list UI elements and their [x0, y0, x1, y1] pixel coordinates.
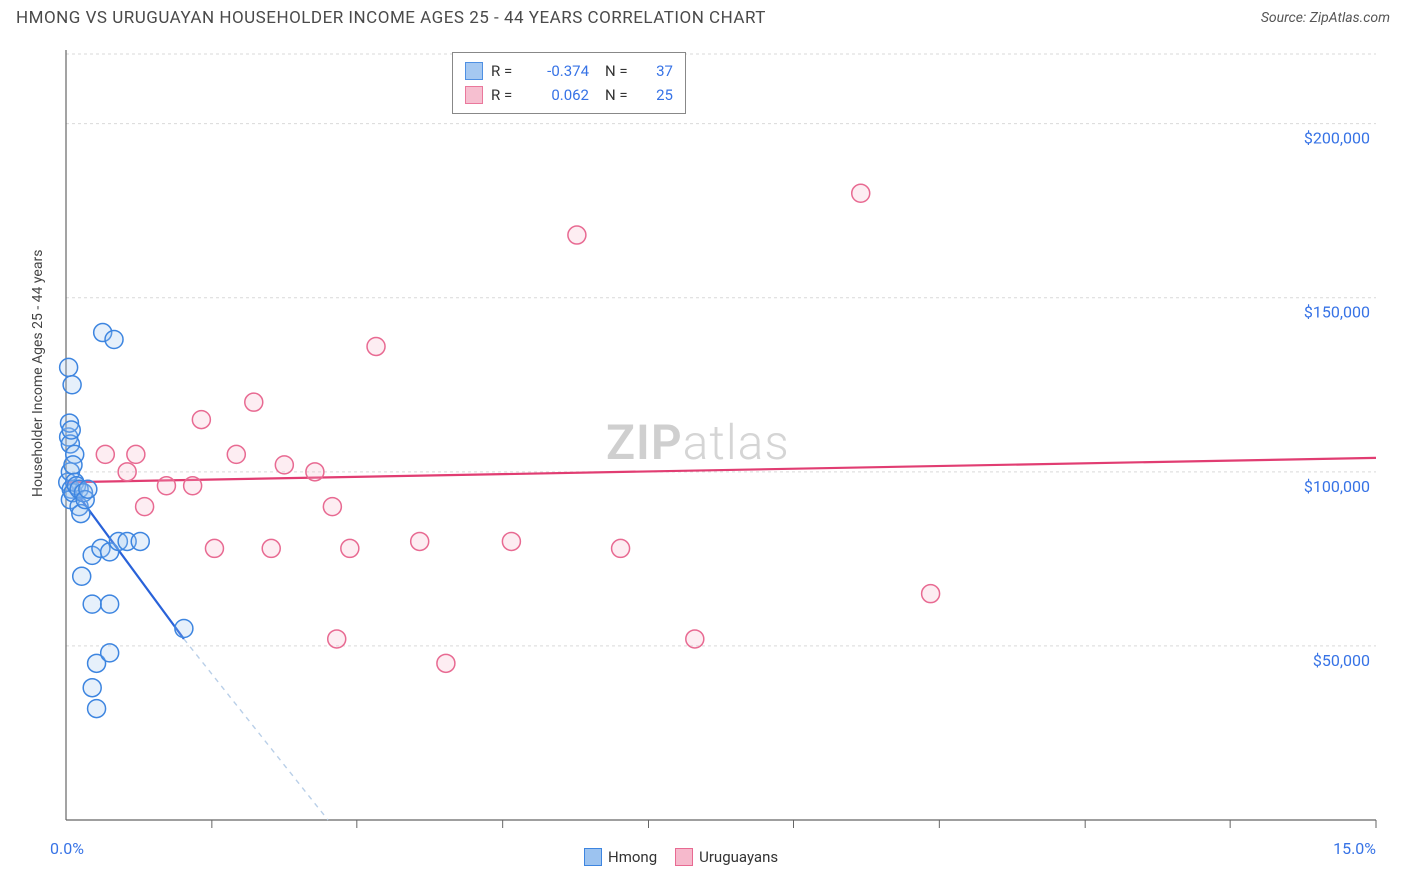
svg-text:$50,000: $50,000 [1313, 651, 1370, 670]
series-legend-item: Uruguayans [675, 848, 778, 866]
svg-text:15.0%: 15.0% [1333, 839, 1376, 858]
svg-text:$100,000: $100,000 [1304, 477, 1370, 496]
legend-row: R = 0.062 N = 25 [465, 83, 673, 107]
legend-n-label: N = [605, 83, 635, 107]
series-name: Uruguayans [699, 848, 778, 866]
series-legend-item: Hmong [584, 848, 657, 866]
legend-n-value: 37 [643, 59, 673, 83]
legend-r-value: -0.374 [529, 59, 589, 83]
legend-swatch [465, 86, 483, 104]
legend-row: R = -0.374 N = 37 [465, 59, 673, 83]
scatter-chart-svg: $50,000 $100,000 $150,000 $200,000 0.0% 15.0%… [16, 40, 1390, 876]
chart-container: $50,000 $100,000 $150,000 $200,000 0.0% 15.0%… [16, 40, 1390, 876]
series-legend: Hmong Uruguayans [584, 848, 778, 866]
source-label: Source: ZipAtlas.com [1261, 10, 1390, 26]
legend-n-value: 25 [643, 83, 673, 107]
legend-swatch [465, 62, 483, 80]
legend-swatch [675, 848, 693, 866]
svg-text:0.0%: 0.0% [50, 839, 84, 858]
legend-swatch [584, 848, 602, 866]
legend-r-value: 0.062 [529, 83, 589, 107]
legend-r-label: R = [491, 59, 521, 83]
chart-title: HMONG VS URUGUAYAN HOUSEHOLDER INCOME AG… [16, 8, 766, 28]
svg-text:Householder Income Ages 25 - 4: Householder Income Ages 25 - 44 years [30, 250, 46, 497]
correlation-legend: R = -0.374 N = 37 R = 0.062 N = 25 [452, 52, 686, 114]
svg-text:$150,000: $150,000 [1304, 303, 1370, 322]
legend-r-label: R = [491, 83, 521, 107]
legend-n-label: N = [605, 59, 635, 83]
svg-text:$200,000: $200,000 [1304, 129, 1370, 148]
series-name: Hmong [608, 848, 657, 866]
